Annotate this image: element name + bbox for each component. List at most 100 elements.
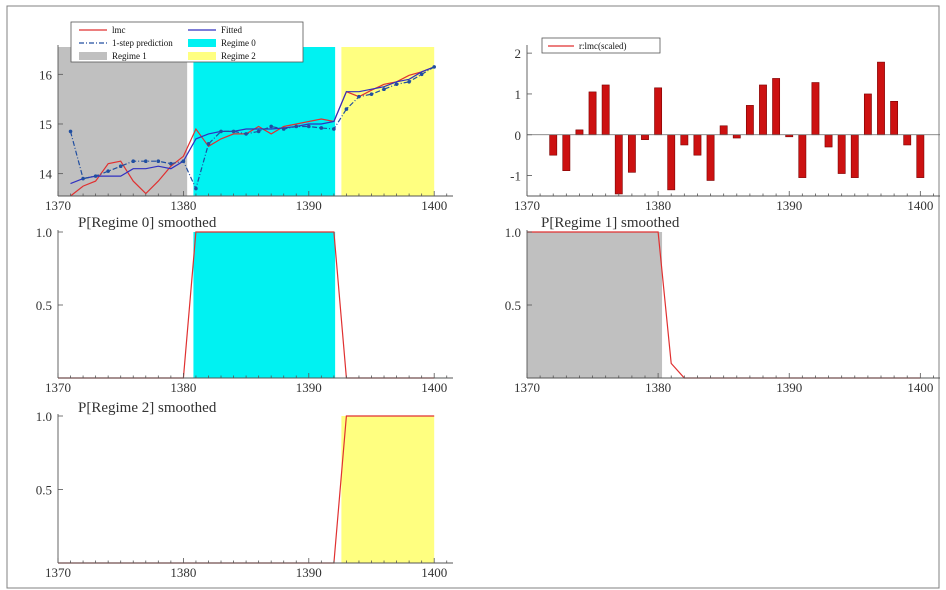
prediction-point [369, 92, 374, 96]
residual-bar [916, 134, 925, 178]
prediction-point [256, 129, 261, 134]
residual-bar [772, 78, 781, 136]
prediction-point [68, 129, 73, 134]
y-tick-label: -1 [510, 169, 521, 184]
x-tick-label: 1390 [296, 565, 322, 580]
regime-shade-0 [193, 232, 336, 378]
x-tick-label: 1370 [45, 198, 71, 213]
x-tick-label: 1390 [296, 198, 322, 213]
panel-title-p-regime2: P[Regime 2] smoothed [78, 400, 217, 416]
regime-shade-0 [341, 416, 435, 563]
legend-label-regime1: Regime 1 [112, 51, 147, 61]
y-tick-label: 0.5 [36, 298, 52, 313]
prediction-point [394, 82, 399, 87]
legend-label-prediction: 1-step prediction [112, 38, 173, 48]
residual-bar [903, 134, 912, 146]
prediction-point [156, 159, 161, 164]
prediction-point [344, 107, 349, 111]
y-tick-label: 0.5 [505, 298, 521, 313]
prediction-point [306, 124, 311, 129]
panel-p-regime2: P[Regime 2] smoothed 1370 1380 1390 1400 0.5… [36, 400, 453, 580]
residual-bar [877, 61, 885, 136]
residual-bar [601, 84, 610, 136]
residual-bar [680, 134, 689, 146]
prediction-point [407, 79, 411, 84]
x-tick-label: 1390 [296, 380, 322, 395]
y-tick-label: 2 [515, 46, 522, 61]
legend-box [541, 37, 661, 54]
x-tick-label: 1400 [421, 565, 447, 580]
x-tick-label: 1400 [421, 198, 447, 213]
x-tick-label: 1370 [45, 380, 71, 395]
legend-label-regime0: Regime 0 [221, 38, 256, 48]
residual-bar [667, 134, 676, 191]
prediction-point [269, 124, 273, 129]
prediction-point [118, 164, 123, 168]
residual-bar [850, 134, 859, 178]
x-tick-label: 1380 [645, 198, 671, 213]
residual-bar [798, 134, 807, 178]
prediction-point [244, 132, 248, 136]
y-tick-label: 0 [515, 128, 522, 143]
residual-bar [759, 84, 767, 136]
panel-p-regime0: P[Regime 0] smoothed 1370 1380 1390 1400 0.5… [36, 215, 453, 395]
y-tick-label: 14 [39, 167, 53, 182]
series-line-fitted [70, 66, 435, 185]
prediction-point [231, 129, 236, 134]
residual-bar [654, 87, 663, 136]
legend-fit: lmc Fitted 1-step prediction Regime 0 Re… [70, 21, 304, 63]
y-tick-label: 1.0 [505, 225, 521, 240]
residual-bar [614, 134, 623, 195]
regime-shade-0 [58, 47, 188, 196]
y-tick-label: 1.0 [36, 225, 52, 240]
x-tick-label: 1380 [170, 380, 196, 395]
residual-bar [562, 134, 571, 171]
legend-swatch-regime0 [188, 39, 216, 47]
x-tick-label: 1370 [514, 380, 540, 395]
prediction-point [332, 127, 336, 131]
x-tick-label: 1400 [907, 198, 933, 213]
prediction-point [93, 174, 98, 178]
y-tick-label: 1.0 [36, 409, 52, 424]
residual-bar [824, 134, 833, 148]
panel-residuals: 1370 1380 1390 1400 -1 0 1 2 r:lmc(scaled) [510, 37, 940, 213]
residual-bar [837, 134, 846, 174]
x-tick-label: 1390 [776, 380, 802, 395]
residual-bar [627, 134, 636, 173]
regime-shade-2 [341, 47, 435, 196]
residual-bar [588, 91, 597, 136]
x-tick-label: 1400 [907, 380, 933, 395]
legend-label-regime2: Regime 2 [221, 51, 256, 61]
y-tick-label: 0.5 [36, 483, 52, 498]
prediction-point [419, 72, 424, 77]
residual-bar [706, 134, 715, 181]
residual-bar [719, 125, 728, 136]
prediction-point [219, 129, 223, 134]
x-tick-label: 1380 [645, 380, 671, 395]
legend-box [70, 21, 304, 63]
residual-bar [549, 134, 558, 156]
residual-bar [575, 129, 584, 136]
panel-p-regime1: P[Regime 1] smoothed 1370 1380 1390 1400 0.5… [505, 215, 940, 395]
prediction-point [81, 176, 85, 181]
x-tick-label: 1380 [170, 565, 196, 580]
regime-shade-1 [193, 47, 336, 196]
residual-bar [745, 105, 754, 136]
x-tick-label: 1370 [514, 198, 540, 213]
x-tick-label: 1370 [45, 565, 71, 580]
legend-residuals: r:lmc(scaled) [541, 37, 661, 54]
y-tick-label: 1 [515, 87, 522, 102]
residual-bar [811, 82, 820, 136]
panel-fit: 1370 1380 1390 1400 14 15 16 lmc Fitted 1-step… [39, 21, 453, 213]
legend-swatch-regime1 [79, 52, 107, 60]
panel-title-p-regime1: P[Regime 1] smoothed [541, 215, 680, 231]
residual-bar [641, 134, 649, 140]
prediction-point [106, 169, 110, 173]
prediction-point [382, 87, 386, 92]
prediction-point [432, 65, 436, 69]
x-tick-label: 1400 [421, 380, 447, 395]
panel-title-p-regime0: P[Regime 0] smoothed [78, 215, 217, 231]
prediction-point [194, 186, 198, 191]
prediction-point [294, 124, 299, 129]
